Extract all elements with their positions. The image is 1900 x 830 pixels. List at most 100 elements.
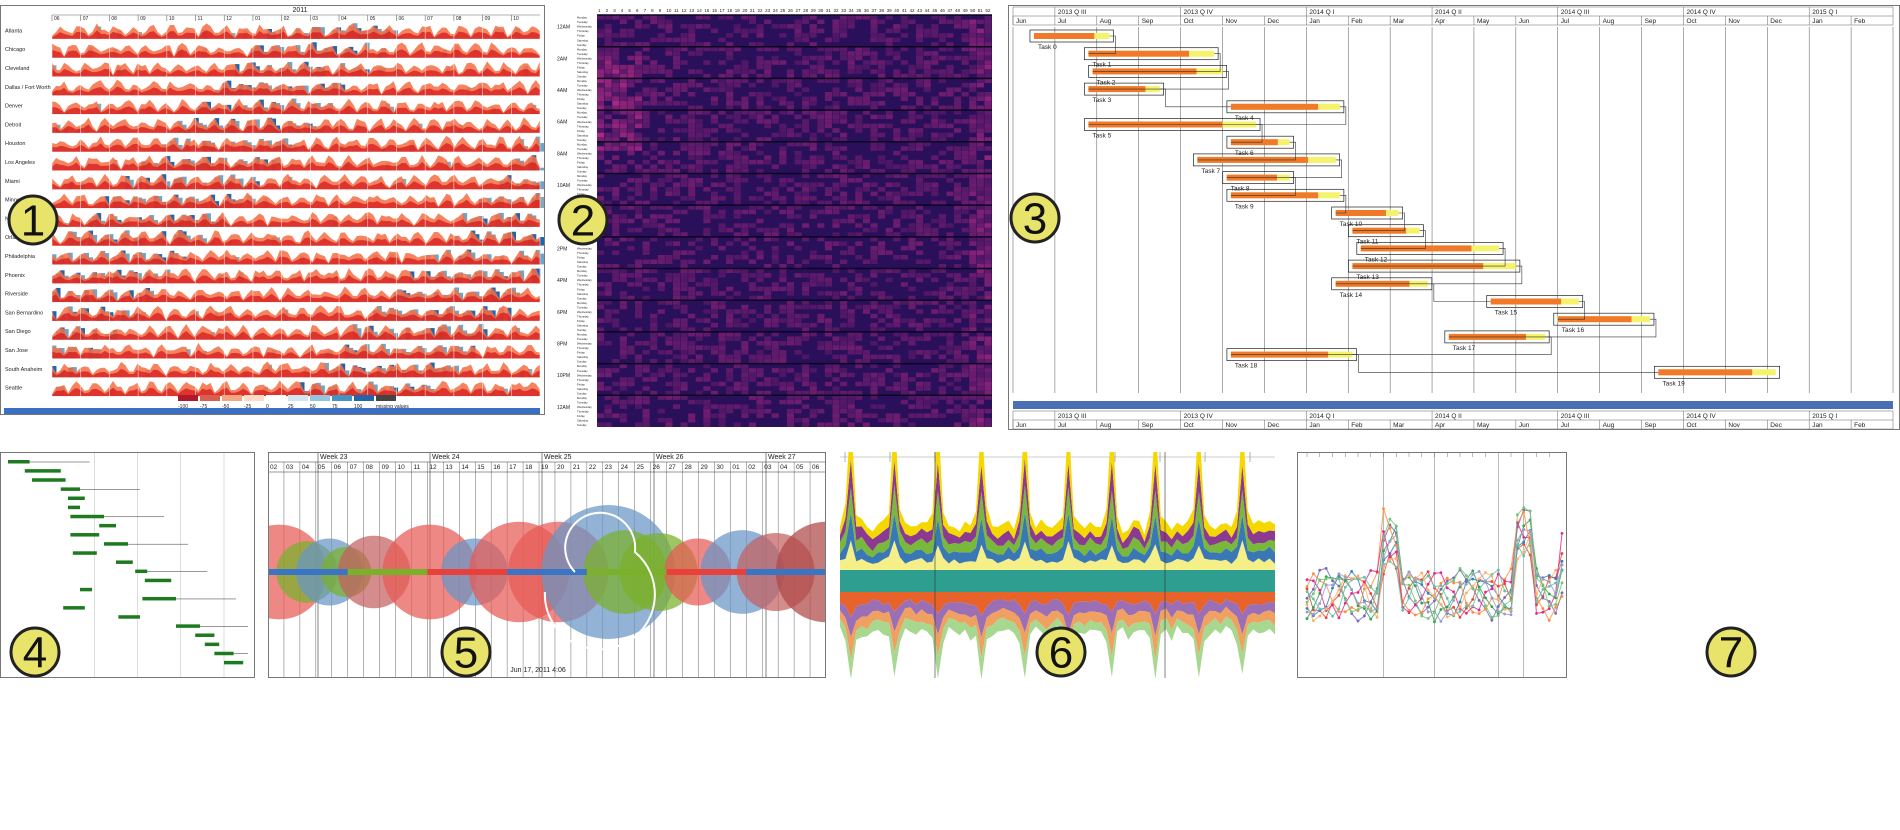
heat-cell	[870, 268, 878, 274]
heat-cell	[969, 390, 977, 396]
heat-cell	[688, 187, 696, 192]
series-point	[1484, 596, 1487, 600]
year-label: 2011	[292, 7, 307, 14]
heat-cell	[969, 200, 977, 206]
heat-cell	[741, 69, 749, 74]
heat-cell	[824, 331, 832, 337]
heat-cell	[726, 295, 734, 301]
heat-cell	[870, 205, 878, 210]
heat-cell	[786, 46, 794, 52]
heat-cell	[817, 173, 825, 178]
column-header: 22	[758, 8, 764, 13]
heat-cell	[893, 91, 901, 97]
heat-cell	[794, 46, 802, 52]
heat-cell	[597, 173, 605, 178]
heat-cell	[908, 141, 916, 147]
heat-cell	[771, 119, 779, 124]
heat-cell	[642, 277, 650, 283]
heat-cell	[634, 313, 643, 319]
heat-cell	[634, 51, 643, 56]
heat-cell	[824, 132, 832, 138]
heat-cell	[604, 264, 612, 269]
heat-cell	[893, 173, 901, 178]
heat-cell	[688, 241, 696, 246]
heat-cell	[824, 381, 832, 387]
streamgraph-canvas[interactable]	[840, 452, 1275, 678]
heat-cell	[612, 390, 620, 396]
heat-cell	[870, 322, 878, 328]
city-label: Orlando	[5, 235, 25, 241]
heat-cell	[984, 313, 992, 319]
dependency-link	[1557, 301, 1586, 320]
heatmap-canvas[interactable]: 1 2 3 4 5 6 7 8 9 10 11 12 13 14 15 16 17 18 19 20 21 22 23 24 2…	[555, 5, 995, 430]
heat-cell	[908, 114, 916, 120]
heat-cell	[619, 277, 627, 283]
heat-cell	[604, 291, 612, 296]
heat-cell	[802, 164, 810, 169]
heat-cell	[809, 28, 817, 34]
heat-cell	[969, 150, 977, 156]
day-label: Saturday	[577, 260, 589, 264]
hot-area	[52, 274, 540, 284]
heat-cell	[916, 159, 924, 165]
heat-cell	[710, 182, 719, 188]
month-label: Apr	[1435, 18, 1446, 25]
heat-cell	[832, 91, 840, 97]
heat-cell	[657, 232, 665, 237]
column-header: 18	[727, 8, 733, 13]
series-point	[1305, 610, 1309, 614]
heat-cell	[756, 404, 764, 409]
heat-cell	[870, 223, 878, 228]
heat-cell	[764, 73, 772, 79]
task-bar	[1033, 33, 1095, 39]
heat-cell	[703, 132, 711, 138]
heat-cell	[954, 119, 962, 124]
heat-cell	[718, 78, 726, 83]
series-point	[1305, 585, 1309, 588]
heat-cell	[680, 42, 688, 47]
day-label: Monday	[577, 237, 588, 241]
gantt-canvas[interactable]: 2013 Q III 2013 Q IV 2014 Q I 2014 Q II 2014…	[1008, 5, 1900, 430]
mini-gantt-canvas[interactable]	[0, 452, 255, 678]
heat-cell	[665, 28, 673, 34]
heat-cell	[878, 327, 886, 332]
heat-cell	[794, 60, 802, 65]
day-label: 19	[541, 464, 549, 471]
heat-cell	[672, 218, 681, 224]
heat-cell	[688, 33, 696, 38]
heat-cell	[597, 327, 605, 332]
heat-cell	[688, 78, 696, 83]
heat-cell	[657, 182, 665, 188]
heat-cell	[756, 114, 764, 120]
heat-cell	[680, 101, 688, 106]
heat-cell	[870, 69, 878, 74]
heat-cell	[976, 417, 984, 423]
heat-cell	[619, 300, 627, 305]
heat-cell	[809, 368, 817, 373]
series-point	[1413, 584, 1417, 588]
heat-cell	[619, 141, 627, 147]
heat-cell	[748, 422, 757, 427]
series-point	[1426, 591, 1430, 595]
quarter-label: 2014 Q III	[1561, 9, 1590, 16]
heat-cell	[916, 259, 924, 265]
heat-cell	[688, 24, 696, 29]
day-label: Sunday	[577, 106, 587, 110]
heat-cell	[809, 214, 817, 219]
heat-cell	[885, 354, 893, 360]
timeline-segment	[427, 569, 508, 575]
heat-cell	[802, 168, 810, 174]
series-point	[1439, 581, 1443, 585]
series-point	[1324, 607, 1328, 611]
series-point	[1554, 606, 1558, 609]
series-point	[1426, 610, 1430, 614]
heat-cell	[597, 146, 605, 151]
heat-cell	[862, 218, 870, 224]
column-header: 47	[947, 8, 953, 13]
series-point	[1433, 571, 1436, 575]
line-chart-canvas[interactable]	[1297, 452, 1567, 678]
heat-cell	[634, 24, 643, 29]
heat-cell	[870, 37, 878, 43]
